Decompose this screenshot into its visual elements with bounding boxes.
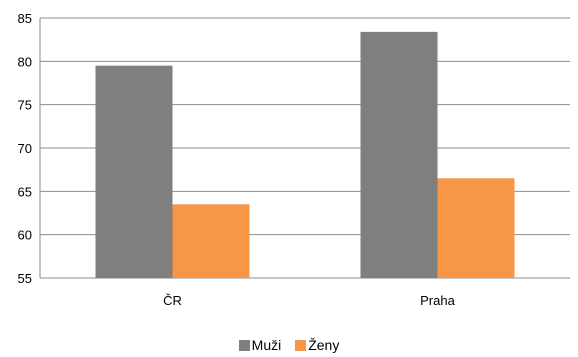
legend: Muži Ženy [0, 335, 578, 355]
y-tick-label: 60 [18, 228, 32, 243]
legend-swatch-muzi [238, 339, 250, 351]
legend-label-zeny: Ženy [308, 337, 340, 353]
bar-Muži-ČR [95, 65, 173, 279]
x-tick-label: ČR [163, 293, 182, 308]
bar-chart: 55 60 65 70 75 80 85 ČR Praha [18, 11, 570, 308]
bar-Ženy-ČR [172, 204, 250, 278]
y-tick-label: 80 [18, 54, 32, 69]
bars [95, 31, 515, 279]
legend-item-muzi: Muži [238, 337, 282, 353]
legend-swatch-zeny [295, 339, 307, 351]
y-tick-label: 55 [18, 271, 32, 286]
bar-Muži-Praha [360, 31, 438, 278]
axes: 55 60 65 70 75 80 85 ČR Praha [18, 11, 456, 308]
y-tick-label: 85 [18, 11, 32, 26]
y-tick-label: 75 [18, 98, 32, 113]
y-tick-label: 70 [18, 141, 32, 156]
legend-item-zeny: Ženy [295, 337, 339, 353]
bar-Ženy-Praha [437, 178, 515, 278]
y-tick-label: 65 [18, 184, 32, 199]
x-tick-label: Praha [420, 293, 455, 308]
legend-label-muzi: Muži [251, 337, 282, 353]
